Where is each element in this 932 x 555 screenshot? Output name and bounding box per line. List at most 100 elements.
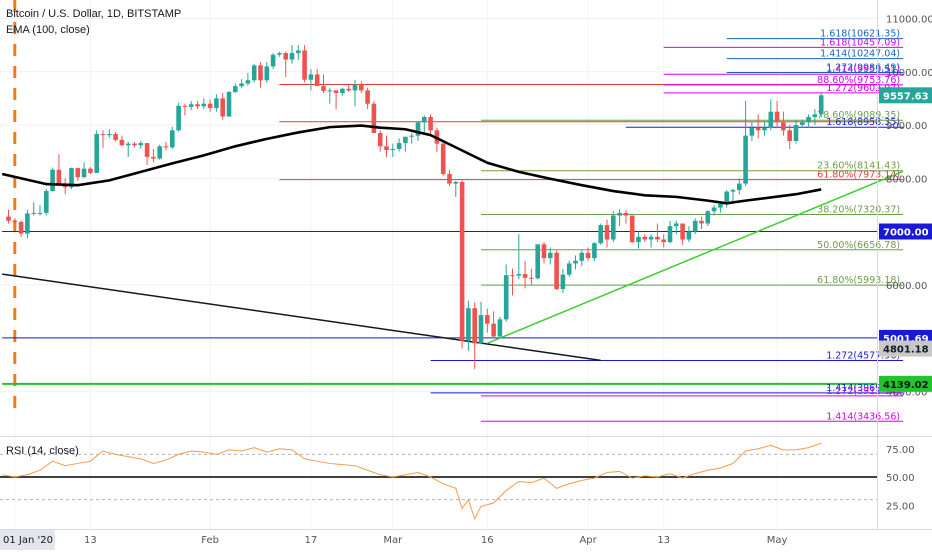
price-badge — [879, 340, 932, 357]
candle-body — [251, 65, 257, 81]
candle-body — [151, 156, 156, 159]
price-badge-label: 9557.63 — [883, 91, 929, 102]
candle-body — [214, 98, 219, 108]
candle-body — [503, 275, 509, 320]
candle-body — [37, 212, 43, 214]
candle-body — [737, 183, 742, 190]
rsi-tick-label: 50.00 — [886, 473, 915, 484]
fib-label: 1.414(10247.04) — [820, 49, 900, 60]
candle-body — [163, 146, 169, 148]
rsi-tick-label: 25.00 — [886, 501, 915, 512]
candle-body — [327, 90, 333, 92]
candle-body — [352, 84, 358, 91]
candle-body — [340, 88, 345, 94]
candle-body — [774, 111, 780, 123]
time-axis: 01 Jan '20 13 Feb 17 Mar 16 Apr 13 May — [0, 529, 932, 550]
candle-body — [440, 143, 446, 174]
candle-body — [422, 117, 427, 123]
price-badge-label: 4801.18 — [883, 345, 929, 356]
price-tick-label: 9000.00 — [886, 121, 927, 132]
candle-body — [31, 212, 36, 214]
fib-label: 50.00%(6656.78) — [817, 240, 900, 251]
fib-label: 23.60%(8141.43) — [817, 161, 900, 172]
candle-body — [743, 135, 748, 184]
candle-body — [541, 244, 547, 259]
candle-body — [428, 117, 433, 131]
candle-body — [699, 220, 704, 224]
candle-body — [554, 252, 559, 290]
time-tick-label: 01 Jan '20 — [3, 535, 53, 546]
candle-body — [226, 91, 232, 117]
candle-body — [270, 54, 276, 67]
time-tick-label: 13 — [84, 535, 97, 546]
candle-body — [359, 84, 364, 91]
candle-body — [296, 50, 301, 54]
candle-body — [724, 191, 729, 204]
candle-body — [573, 260, 578, 264]
candle-body — [661, 239, 666, 243]
price-badge — [879, 87, 932, 104]
rsi-pane — [0, 442, 877, 521]
price-badge-label: 4139.02 — [883, 380, 929, 391]
candle-body — [611, 215, 616, 240]
candle-body — [680, 223, 685, 240]
candle-body — [409, 135, 414, 137]
ema-legend: EMA (100, close) — [6, 24, 90, 36]
time-tick-label: Feb — [201, 535, 219, 546]
candle-body — [755, 127, 761, 131]
fib-label: 1.414(9953.51) — [826, 64, 900, 75]
price-tick-label: 8000.00 — [886, 174, 927, 185]
candle-body — [459, 181, 465, 341]
candle-body — [749, 127, 755, 136]
candle-body — [642, 236, 648, 240]
candle-body — [453, 181, 459, 184]
candle-body — [623, 212, 629, 216]
rsi-line — [2, 442, 822, 521]
candle-body — [182, 105, 188, 107]
candle-body — [730, 189, 736, 192]
candle-body — [793, 125, 799, 141]
candle-body — [800, 122, 805, 125]
candle-body — [107, 134, 112, 136]
date-highlight — [0, 530, 55, 550]
candle-body — [12, 220, 18, 222]
candle-body — [170, 130, 175, 148]
candle-body — [377, 132, 383, 147]
candle-body — [56, 169, 62, 185]
candle-body — [636, 236, 641, 243]
fib-label: 1.414(3969.66) — [826, 383, 900, 394]
candle-body — [239, 83, 244, 87]
candle-body — [157, 146, 162, 159]
candle-body — [25, 213, 30, 234]
trend-line — [2, 273, 601, 362]
candle-body — [579, 252, 585, 261]
fib-label: 61.80%(5993.18) — [817, 275, 900, 286]
candle-body — [529, 277, 534, 279]
candle-body — [585, 252, 591, 259]
candle-body — [617, 212, 622, 216]
time-tick-label: 17 — [305, 535, 318, 546]
candle-body — [277, 53, 282, 55]
ema-100-line — [1, 124, 822, 205]
candle-body — [812, 114, 818, 118]
candle-body — [302, 50, 307, 80]
candle-body — [781, 122, 786, 131]
candle-body — [195, 104, 200, 107]
fib-label: 61.80%(7973.14) — [817, 170, 900, 181]
candle-body — [535, 244, 540, 279]
price-badge-label: 5001.69 — [883, 334, 929, 345]
candle-body — [176, 105, 181, 131]
price-tick-label: 10000.00 — [886, 68, 932, 79]
fib-label: 1.272(9986.49) — [826, 62, 900, 73]
rsi-legend: RSI (14, close) — [6, 445, 79, 457]
candle-body — [384, 146, 389, 151]
candle-body — [768, 111, 774, 128]
fib-label: 1.272(3912.54) — [826, 386, 900, 397]
candle-body — [119, 139, 125, 146]
time-tick-label: Apr — [579, 535, 597, 546]
candle-body — [806, 117, 811, 123]
candle-body — [88, 168, 93, 173]
